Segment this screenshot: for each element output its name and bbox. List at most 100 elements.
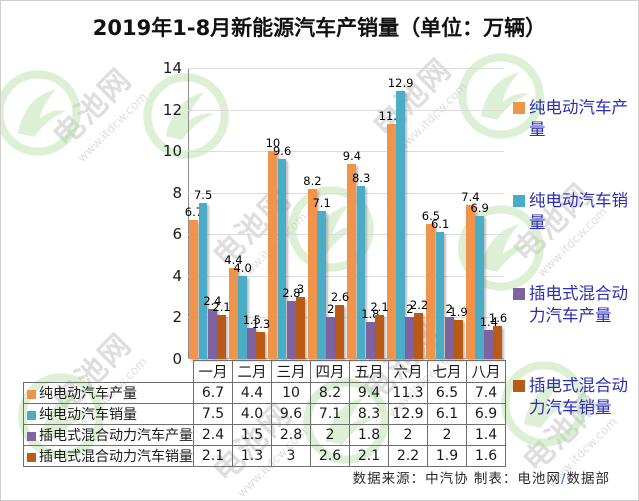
data-table-month-header-row: 一月 二月 三月 四月 五月 六月 七月 八月 <box>24 360 506 383</box>
bar-value-label: 6.9 <box>470 200 489 215</box>
bar-value-label: 8.2 <box>303 173 322 188</box>
bar-value-label: 10 <box>265 136 281 151</box>
plot-area <box>188 68 504 359</box>
bar-三月-插电式混合动力汽车销量 <box>295 296 305 359</box>
bar-八月-纯电动汽车销量 <box>475 215 484 359</box>
bar-value-label: 6.7 <box>184 204 204 219</box>
y-axis-tick-label: 14 <box>162 59 182 77</box>
table-cell-value: 1.9 <box>427 445 467 467</box>
table-cell-value: 6.9 <box>466 403 506 425</box>
bar-二月-插电式混合动力汽车销量 <box>256 331 266 359</box>
bar-value-label: 1.4 <box>479 314 498 329</box>
gridline <box>188 317 504 319</box>
table-month-header: 二月 <box>232 360 272 383</box>
bar-六月-插电式混合动力汽车销量 <box>414 313 424 359</box>
legend-label: 纯电动汽车产量 <box>529 98 628 139</box>
bar-value-label: 8.3 <box>351 171 371 186</box>
table-cell-value: 2.1 <box>193 445 233 467</box>
table-cell-value: 3 <box>271 445 311 467</box>
table-month-header: 一月 <box>193 360 233 383</box>
legend-label: 插电式混合动力汽车销量 <box>529 376 628 417</box>
table-cell-value: 7.1 <box>310 403 350 425</box>
bar-二月-纯电动汽车产量 <box>228 267 238 359</box>
legend-label: 插电式混合动力汽车产量 <box>529 284 628 325</box>
bar-value-label: 4.4 <box>224 252 243 267</box>
bar-value-label: 6.5 <box>421 208 441 223</box>
bar-value-label: 1.6 <box>488 310 508 325</box>
brand-logo-watermark-icon <box>1 67 84 163</box>
bar-value-label: 1.3 <box>251 316 271 331</box>
bar-四月-插电式混合动力汽车产量 <box>326 317 336 359</box>
table-row: 纯电动汽车产量 6.7 4.4 10 8.2 9.4 11.3 6.5 7.4 <box>23 382 506 404</box>
table-row: 纯电动汽车销量 7.5 4.0 9.6 7.1 8.3 12.9 6.1 6.9 <box>23 403 506 425</box>
bar-四月-插电式混合动力汽车销量 <box>335 304 345 359</box>
table-row: 插电式混合动力汽车产量 2.4 1.5 2.8 2 1.8 2 2 1.4 <box>23 424 506 446</box>
table-series-swatch-icon <box>27 452 36 462</box>
table-row: 插电式混合动力汽车销量 2.1 1.3 3 2.6 2.1 2.2 1.9 1.6 <box>23 445 506 467</box>
bar-value-label: 7.4 <box>461 190 480 205</box>
table-cell-value: 4.4 <box>232 382 272 404</box>
table-series-name: 插电式混合动力汽车销量 <box>23 445 194 467</box>
bar-value-label: 4.0 <box>233 260 252 275</box>
table-cell-value: 2.1 <box>349 445 389 467</box>
gridline <box>188 275 504 277</box>
bar-value-label: 7.1 <box>312 196 331 211</box>
y-axis-tick-label: 8 <box>172 183 182 202</box>
y-axis-tick-label: 6 <box>172 225 182 244</box>
bar-六月-纯电动汽车销量 <box>396 90 405 359</box>
bar-value-label: 7.5 <box>193 188 213 203</box>
bar-三月-插电式混合动力汽车产量 <box>286 300 296 359</box>
bar-value-label: 2.4 <box>203 294 222 309</box>
legend-swatch-brown-icon <box>513 380 525 392</box>
bar-value-label: 2 <box>445 302 453 317</box>
bar-value-label: 6.1 <box>430 217 450 232</box>
bar-四月-纯电动汽车销量 <box>317 211 326 359</box>
bar-七月-纯电动汽车产量 <box>426 223 436 359</box>
bar-二月-插电式混合动力汽车产量 <box>247 327 257 359</box>
table-month-header: 七月 <box>427 360 467 383</box>
table-cell-value: 2.2 <box>388 445 428 467</box>
table-series-swatch-icon <box>27 389 36 399</box>
table-cell-value: 1.4 <box>466 424 506 446</box>
y-axis-tick-label: 2 <box>172 308 182 327</box>
y-axis-tick-label: 10 <box>162 142 182 161</box>
gridline <box>188 68 504 69</box>
bar-五月-纯电动汽车销量 <box>356 186 366 359</box>
table-cell-value: 12.9 <box>388 403 428 425</box>
table-cell-value: 2 <box>388 424 428 446</box>
bar-value-label: 2 <box>406 302 414 317</box>
gridline <box>188 109 504 111</box>
source-dept: 数据部 <box>566 471 610 487</box>
bar-八月-插电式混合动力汽车产量 <box>484 329 494 359</box>
bar-value-label: 2 <box>327 302 335 317</box>
bar-七月-纯电动汽车销量 <box>435 232 445 359</box>
legend-item-pure-ev-production: 纯电动汽车产量 <box>513 97 637 141</box>
table-month-header: 五月 <box>349 360 389 383</box>
bar-六月-纯电动汽车产量 <box>386 124 396 359</box>
bar-五月-插电式混合动力汽车销量 <box>374 315 384 359</box>
bar-三月-纯电动汽车销量 <box>277 159 287 359</box>
bar-value-label: 2.6 <box>330 289 350 304</box>
y-axis-tick-label: 4 <box>172 266 182 285</box>
bar-value-label: 2.1 <box>212 300 231 315</box>
bar-value-label: 2.8 <box>282 285 301 300</box>
table-cell-value: 2 <box>310 424 350 446</box>
table-cell-value: 6.5 <box>427 382 467 404</box>
source-slash: / <box>560 471 567 487</box>
table-cell-value: 6.1 <box>427 403 467 425</box>
table-blank-corner <box>24 361 194 383</box>
table-month-header: 八月 <box>466 360 506 383</box>
bar-三月-纯电动汽车产量 <box>268 151 278 359</box>
bar-value-label: 9.6 <box>272 144 292 159</box>
gridline <box>188 151 504 153</box>
gridline <box>188 192 504 194</box>
data-table: 一月 二月 三月 四月 五月 六月 七月 八月 纯电动汽车产量 6.7 4.4 10 8.2 9.4 11… <box>23 360 506 467</box>
bar-一月-纯电动汽车销量 <box>198 203 208 359</box>
table-cell-value: 6.7 <box>193 382 233 404</box>
bar-value-label: 12.9 <box>387 75 414 90</box>
bar-八月-纯电动汽车产量 <box>465 205 475 359</box>
chart-title: 2019年1-8月新能源汽车产销量（单位：万辆） <box>92 16 547 40</box>
legend-item-pure-ev-sales: 纯电动汽车销量 <box>513 190 637 234</box>
legend-label: 纯电动汽车销量 <box>529 191 628 232</box>
